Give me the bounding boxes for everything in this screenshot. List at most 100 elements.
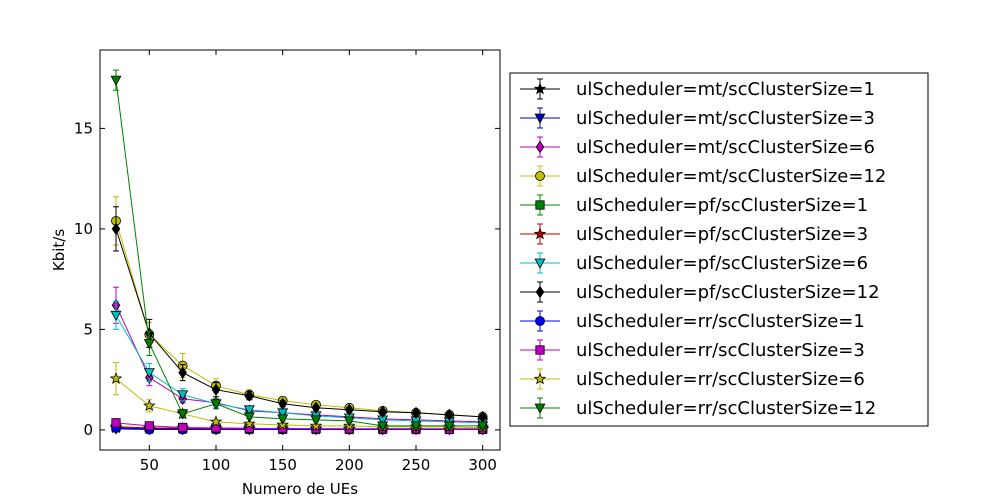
series-line <box>115 80 483 427</box>
legend-label: ulScheduler=mt/scClusterSize=6 <box>576 137 875 158</box>
y-axis-label: Kbit/s <box>50 229 68 271</box>
data-point <box>243 405 255 416</box>
data-point <box>343 416 355 427</box>
legend-marker <box>534 258 546 269</box>
data-point <box>377 421 389 432</box>
data-point <box>277 414 289 425</box>
series-7 <box>110 300 489 429</box>
series-4 <box>111 196 488 422</box>
y-tick-label: 5 <box>83 320 93 338</box>
legend-marker <box>533 82 547 95</box>
data-point <box>477 421 489 432</box>
legend-label: ulScheduler=rr/scClusterSize=12 <box>576 398 876 419</box>
legend-marker <box>534 113 546 124</box>
legend-marker <box>535 171 545 181</box>
series-11 <box>109 362 489 434</box>
data-point <box>143 399 156 412</box>
legend-label: ulScheduler=mt/scClusterSize=1 <box>576 79 875 100</box>
legend-label: ulScheduler=pf/scClusterSize=3 <box>576 224 868 245</box>
legend-entry: ulScheduler=pf/scClusterSize=6 <box>520 252 868 274</box>
y-tick-label: 15 <box>74 119 93 137</box>
data-point <box>143 339 155 350</box>
legend-entry: ulScheduler=rr/scClusterSize=6 <box>520 368 865 390</box>
data-point <box>178 422 188 433</box>
legend-marker <box>534 403 546 414</box>
data-point <box>111 222 121 236</box>
data-point <box>345 403 354 417</box>
data-point <box>144 421 154 431</box>
x-tick-label: 50 <box>140 456 159 474</box>
data-point <box>109 371 123 385</box>
data-point <box>178 366 187 379</box>
data-point <box>210 399 222 410</box>
legend-label: ulScheduler=mt/scClusterSize=3 <box>576 108 875 129</box>
legend-box <box>509 72 929 427</box>
legend-label: ulScheduler=rr/scClusterSize=1 <box>576 311 865 332</box>
legend-entry: ulScheduler=pf/scClusterSize=1 <box>520 194 868 216</box>
data-point <box>211 383 221 396</box>
data-point <box>243 417 256 430</box>
data-point <box>111 418 121 428</box>
data-point <box>378 405 387 419</box>
x-tick-label: 250 <box>402 456 431 474</box>
series-line <box>115 422 483 430</box>
legend-marker <box>535 200 545 210</box>
data-point <box>110 75 122 87</box>
y-tick-label: 10 <box>74 220 93 238</box>
data-point <box>177 390 189 401</box>
legend-entry: ulScheduler=mt/scClusterSize=12 <box>520 165 886 187</box>
series-8 <box>111 206 487 424</box>
legend-marker <box>533 227 547 240</box>
series-group <box>109 69 489 436</box>
series-line <box>115 315 483 424</box>
legend-entry: ulScheduler=mt/scClusterSize=6 <box>520 136 875 158</box>
axes: 50 100 150 200 250 300 0 5 10 15 <box>74 49 501 474</box>
legend-label: ulScheduler=pf/scClusterSize=6 <box>576 253 868 274</box>
legend-entry: ulScheduler=mt/scClusterSize=3 <box>520 107 875 129</box>
data-point <box>310 415 322 426</box>
legend-label: ulScheduler=pf/scClusterSize=12 <box>576 282 880 303</box>
data-point <box>410 421 422 432</box>
series-line <box>115 228 483 418</box>
x-tick-label: 300 <box>468 456 497 474</box>
data-point <box>110 310 122 322</box>
x-tick-label: 150 <box>268 456 297 474</box>
legend-entry: ulScheduler=rr/scClusterSize=3 <box>520 339 865 361</box>
plot-frame <box>99 49 501 451</box>
y-tick-label: 0 <box>83 421 93 439</box>
data-point <box>411 406 421 420</box>
x-tick-label: 100 <box>202 456 231 474</box>
data-point <box>143 368 155 379</box>
series-line <box>115 378 483 429</box>
legend-entry: ulScheduler=rr/scClusterSize=1 <box>520 310 865 332</box>
series-line <box>115 305 483 423</box>
series-12 <box>110 69 489 432</box>
x-axis-label: Numero de UEs <box>242 480 358 498</box>
legend-marker <box>535 140 545 154</box>
legend-entry: ulScheduler=mt/scClusterSize=1 <box>520 78 875 100</box>
legend-marker <box>533 372 547 385</box>
series-line <box>115 427 483 430</box>
legend-marker <box>535 345 545 355</box>
data-point <box>311 401 321 414</box>
legend-marker <box>535 316 545 326</box>
data-point <box>177 409 189 420</box>
legend-label: ulScheduler=rr/scClusterSize=3 <box>576 340 865 361</box>
data-point <box>278 397 287 410</box>
data-point <box>443 421 455 432</box>
legend-label: ulScheduler=pf/scClusterSize=1 <box>576 195 868 216</box>
legend-entry: ulScheduler=pf/scClusterSize=12 <box>520 281 880 303</box>
legend-label: ulScheduler=rr/scClusterSize=6 <box>576 369 865 390</box>
legend-entry: ulScheduler=rr/scClusterSize=12 <box>520 397 876 419</box>
data-point <box>243 412 255 423</box>
legend-marker <box>535 285 545 299</box>
x-tick-label: 200 <box>335 456 364 474</box>
legend: ulScheduler=mt/scClusterSize=1 ulSchedule… <box>509 72 929 427</box>
data-point <box>245 389 254 402</box>
data-point <box>209 415 223 428</box>
series-3 <box>111 286 487 429</box>
plot-area <box>109 69 489 436</box>
legend-entry: ulScheduler=pf/scClusterSize=3 <box>520 223 868 245</box>
legend-label: ulScheduler=mt/scClusterSize=12 <box>576 166 886 187</box>
